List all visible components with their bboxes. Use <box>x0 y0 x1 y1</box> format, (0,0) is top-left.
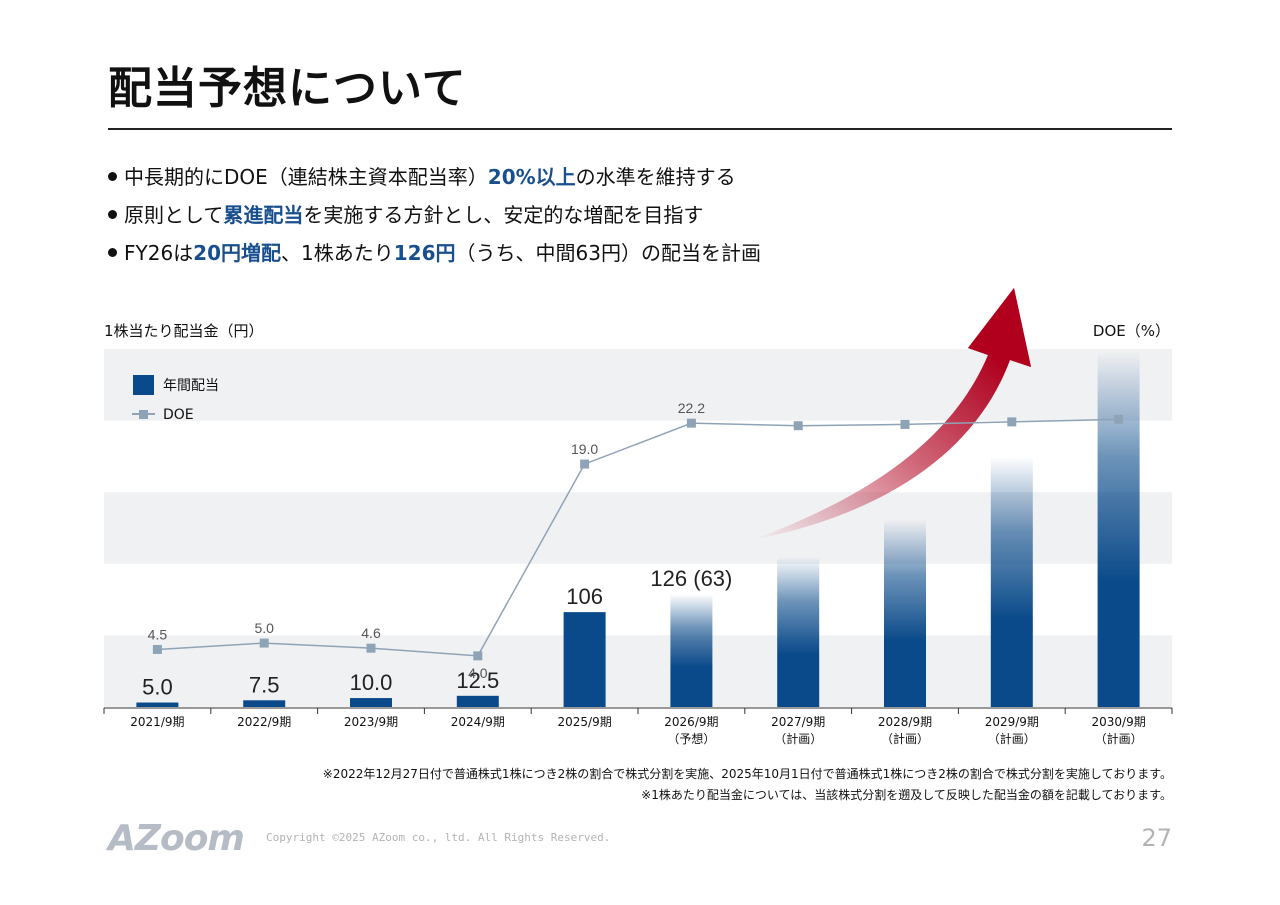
x-tick-label: 2029/9期 <box>985 715 1039 729</box>
growth-arrow-head <box>968 288 1031 367</box>
doe-point <box>152 644 162 654</box>
x-tick-label: 2024/9期 <box>451 715 505 729</box>
x-tick-label: 2028/9期 <box>878 715 932 729</box>
bullet-dot-icon <box>108 172 117 181</box>
legend-marker-doe <box>139 410 148 419</box>
doe-point <box>259 638 269 648</box>
legend-label: 年間配当 <box>163 378 219 394</box>
title-divider <box>108 128 1172 130</box>
footnotes: ※2022年12月27日付で普通株式1株につき2株の割合で株式分割を実施、202… <box>323 764 1172 806</box>
dividend-chart: 5.0 7.5 10.0 12.5 106 126 (63) 4.5 5.0 4.6 4.0 19.… <box>103 288 1173 746</box>
doe-point <box>366 643 376 653</box>
doe-value-label: 4.6 <box>361 625 381 641</box>
bar-value-label: 12.5 <box>456 668 499 693</box>
doe-value-label: 4.5 <box>148 626 168 642</box>
doe-value-label: 22.2 <box>678 400 705 416</box>
bar-annual-dividend <box>563 612 606 707</box>
x-tick-sublabel: （計画） <box>988 731 1036 746</box>
bullet-dot-icon <box>108 248 117 257</box>
doe-point <box>686 418 696 428</box>
company-logo: AZoom <box>108 818 245 859</box>
y-axis-title: 1株当たり配当金（円） <box>104 322 264 340</box>
doe-point <box>473 651 483 661</box>
bar-annual-dividend <box>884 519 926 707</box>
bar-annual-dividend <box>777 556 820 707</box>
legend-label: DOE <box>163 407 194 423</box>
copyright-text: Copyright ©2025 AZoom co., ltd. All Righ… <box>266 831 611 844</box>
doe-point <box>793 421 803 431</box>
x-tick-sublabel: （計画） <box>881 731 929 746</box>
footnote: ※2022年12月27日付で普通株式1株につき2株の割合で株式分割を実施、202… <box>322 767 1172 781</box>
bar-annual-dividend <box>1097 351 1140 707</box>
x-tick-label: 2022/9期 <box>237 715 291 729</box>
doe-value-label: 5.0 <box>254 620 274 636</box>
doe-point <box>580 459 590 469</box>
bar-value-label: 7.5 <box>249 672 280 697</box>
bar-value-label: 10.0 <box>350 670 393 695</box>
x-tick-label: 2021/9期 <box>130 715 184 729</box>
x-tick-label: 2026/9期 <box>664 715 718 729</box>
doe-value-label: 19.0 <box>571 441 598 457</box>
bar-value-label: 126 (63) <box>650 566 732 591</box>
bar-annual-dividend <box>990 456 1033 707</box>
x-tick-sublabel: （計画） <box>1095 731 1143 746</box>
doe-point <box>900 419 910 429</box>
legend-swatch-annual-dividend <box>133 375 154 395</box>
bar-annual-dividend <box>350 698 392 707</box>
page-number: 27 <box>1141 824 1172 852</box>
x-tick-label: 2023/9期 <box>344 715 398 729</box>
bar-value-label: 5.0 <box>142 675 173 700</box>
x-tick-label: 2027/9期 <box>771 715 825 729</box>
x-tick-label: 2030/9期 <box>1091 715 1145 729</box>
page-title: 配当予想について <box>108 63 467 114</box>
x-tick-sublabel: （予想） <box>667 731 715 746</box>
bullet-item: 中長期的にDOE（連結株主資本配当率）20%以上の水準を維持する <box>108 158 761 196</box>
y2-axis-title: DOE（%） <box>1092 322 1170 340</box>
bar-annual-dividend <box>670 594 713 707</box>
footnote: ※1株あたり配当金については、当該株式分割を遡及して反映した配当金の額を記載して… <box>641 788 1172 802</box>
bar-value-label: 106 <box>566 584 603 609</box>
bar-annual-dividend <box>136 702 179 707</box>
bar-annual-dividend <box>456 695 499 707</box>
doe-point <box>1007 417 1017 427</box>
doe-point <box>1114 414 1124 424</box>
x-tick-label: 2025/9期 <box>557 715 611 729</box>
x-tick-sublabel: （計画） <box>774 731 822 746</box>
bullet-item: 原則として累進配当を実施する方針とし、安定的な増配を目指す <box>108 196 761 234</box>
bullet-dot-icon <box>108 210 117 219</box>
key-points: 中長期的にDOE（連結株主資本配当率）20%以上の水準を維持する 原則として累進… <box>108 158 761 272</box>
bullet-item: FY26は20円増配、1株あたり126円（うち、中間63円）の配当を計画 <box>108 234 761 272</box>
doe-value-label: 4.0 <box>468 665 488 681</box>
bar-annual-dividend <box>243 700 286 707</box>
doe-line <box>157 418 1119 657</box>
